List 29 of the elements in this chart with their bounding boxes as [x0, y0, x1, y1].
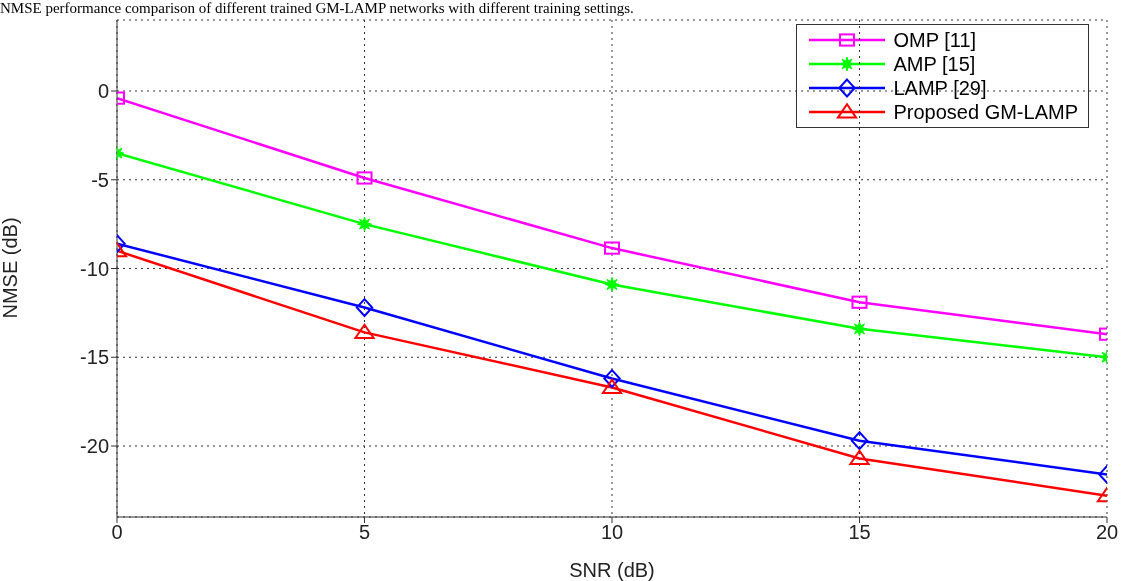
legend-label: AMP [15] [893, 52, 976, 76]
y-tick-label: -20 [80, 435, 109, 458]
x-tick-label: 0 [111, 521, 123, 544]
y-axis-title: NMSE (dB) [0, 217, 22, 319]
chart-title: NMSE performance comparison of different trained GM-LAMP networks with different training settings. [0, 0, 634, 17]
point [354, 323, 375, 339]
y-tick-label: 0 [97, 80, 109, 103]
point [604, 241, 620, 255]
point [852, 321, 867, 337]
x-axis-title: SNR (dB) [569, 559, 655, 581]
legend-label: LAMP [29] [893, 76, 987, 100]
y-tick-label: -10 [80, 257, 109, 280]
x-tick-label: 10 [600, 521, 624, 544]
point [603, 369, 621, 388]
x-tick-label: 15 [848, 521, 871, 544]
point [849, 449, 870, 466]
legend-label: Proposed GM-LAMP [893, 100, 1078, 124]
point [851, 295, 868, 309]
x-tick-label: 5 [358, 521, 371, 544]
y-tick-label: -15 [80, 346, 109, 369]
point [356, 171, 373, 185]
point [604, 276, 620, 292]
legend-label: OMP [11] [893, 28, 977, 52]
point [601, 378, 623, 395]
x-tick-label: 20 [1095, 521, 1119, 544]
y-tick-label: -5 [91, 168, 109, 191]
point [850, 431, 869, 451]
point [355, 298, 374, 317]
point [357, 216, 372, 232]
